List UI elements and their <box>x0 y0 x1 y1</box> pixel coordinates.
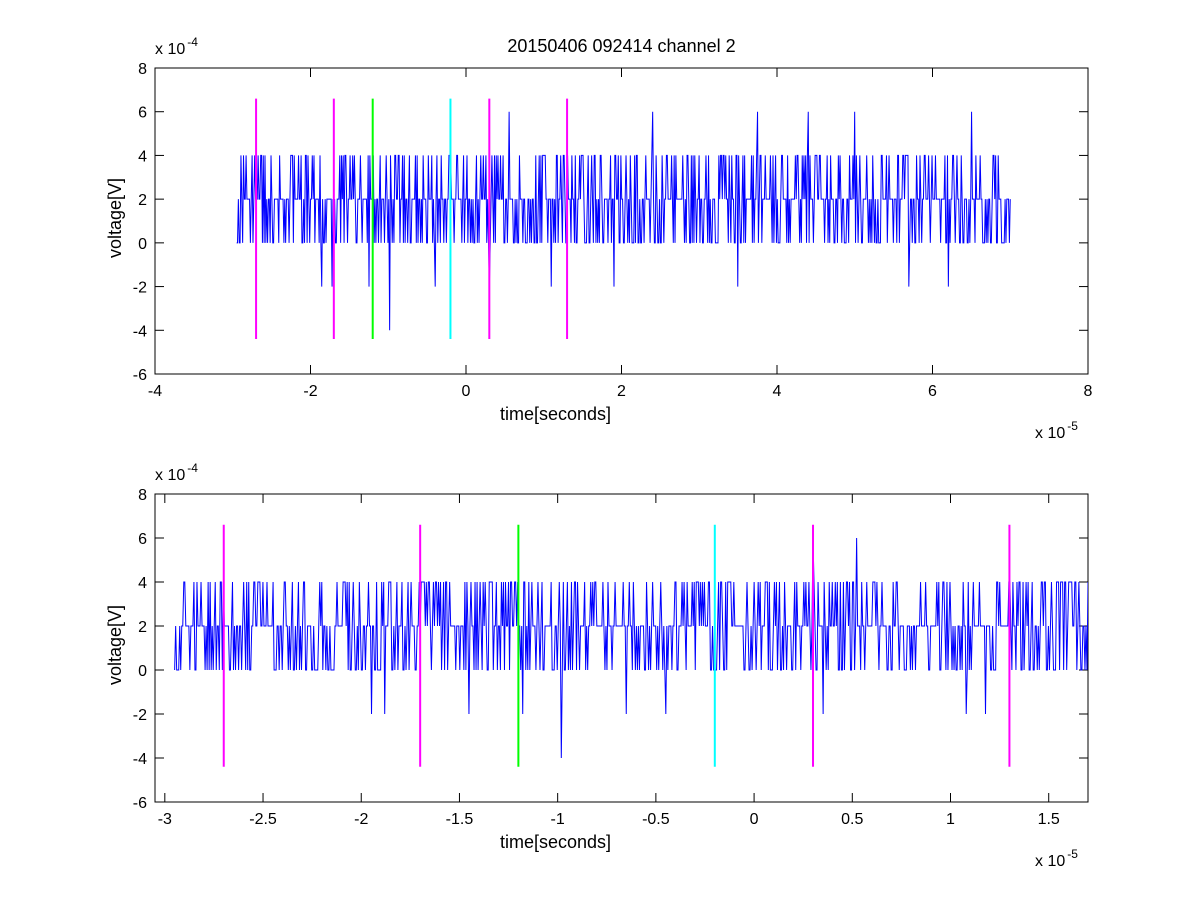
y-exponent-base: x 10 <box>155 467 185 484</box>
y-axis-label: voltage[V] <box>105 178 125 258</box>
x-tick-label: -3 <box>158 811 172 828</box>
y-tick-label: 0 <box>138 236 147 253</box>
y-tick-label: -6 <box>133 795 147 812</box>
y-tick-label: -6 <box>133 367 147 384</box>
x-exponent-power: -5 <box>1067 847 1078 861</box>
y-exponent-label: x 10 -4 <box>155 461 198 484</box>
y-tick-label: 8 <box>138 61 147 78</box>
chart-title: 20150406 092414 channel 2 <box>507 36 735 56</box>
y-tick-label: 0 <box>138 663 147 680</box>
x-exponent-base: x 10 <box>1035 853 1065 870</box>
y-exponent-label: x 10 -4 <box>155 35 198 58</box>
x-tick-label: -4 <box>148 383 162 400</box>
x-tick-label: -2 <box>354 811 368 828</box>
x-tick-label: -1.5 <box>446 811 474 828</box>
x-tick-label: -2 <box>303 383 317 400</box>
x-exponent-base: x 10 <box>1035 425 1065 442</box>
x-exponent-label: x 10 -5 <box>1035 419 1078 442</box>
y-tick-label: 2 <box>138 192 147 209</box>
x-tick-label: 1.5 <box>1038 811 1060 828</box>
y-tick-label: 6 <box>138 105 147 122</box>
x-tick-label: 4 <box>773 383 782 400</box>
y-tick-label: 6 <box>138 531 147 548</box>
x-exponent-power: -5 <box>1067 419 1078 433</box>
voltage-trace <box>236 111 1011 331</box>
y-exponent-power: -4 <box>187 35 198 49</box>
y-tick-label: 8 <box>138 487 147 504</box>
x-tick-label: 0 <box>462 383 471 400</box>
y-tick-label: 2 <box>138 619 147 636</box>
y-axis-label: voltage[V] <box>105 605 125 685</box>
x-exponent-label: x 10 -5 <box>1035 847 1078 870</box>
y-tick-label: -2 <box>133 280 147 297</box>
x-tick-label: 0 <box>750 811 759 828</box>
x-axis-label: time[seconds] <box>500 404 611 424</box>
x-tick-label: 8 <box>1084 383 1093 400</box>
voltage-trace <box>174 537 1088 759</box>
x-axis-label: time[seconds] <box>500 832 611 852</box>
y-tick-label: -4 <box>133 323 147 340</box>
x-tick-label: 1 <box>946 811 955 828</box>
y-exponent-power: -4 <box>187 461 198 475</box>
x-tick-label: -1 <box>551 811 565 828</box>
bottom-chart: -3 -2.5 -2 -1.5 -1 -0.5 0 0.5 1 1.5 -6 -4 -2 0 2 4 6 8 tim… <box>105 461 1089 870</box>
plot-area <box>154 493 1089 803</box>
x-tick-label: 6 <box>928 383 937 400</box>
y-exponent-base: x 10 <box>155 41 185 58</box>
x-tick-label: -0.5 <box>642 811 670 828</box>
x-tick-label: 0.5 <box>841 811 863 828</box>
y-tick-label: -4 <box>133 751 147 768</box>
x-tick-label: -2.5 <box>249 811 277 828</box>
y-tick-label: -2 <box>133 707 147 724</box>
y-tick-label: 4 <box>138 575 147 592</box>
x-tick-label: 2 <box>617 383 626 400</box>
y-tick-label: 4 <box>138 148 147 165</box>
